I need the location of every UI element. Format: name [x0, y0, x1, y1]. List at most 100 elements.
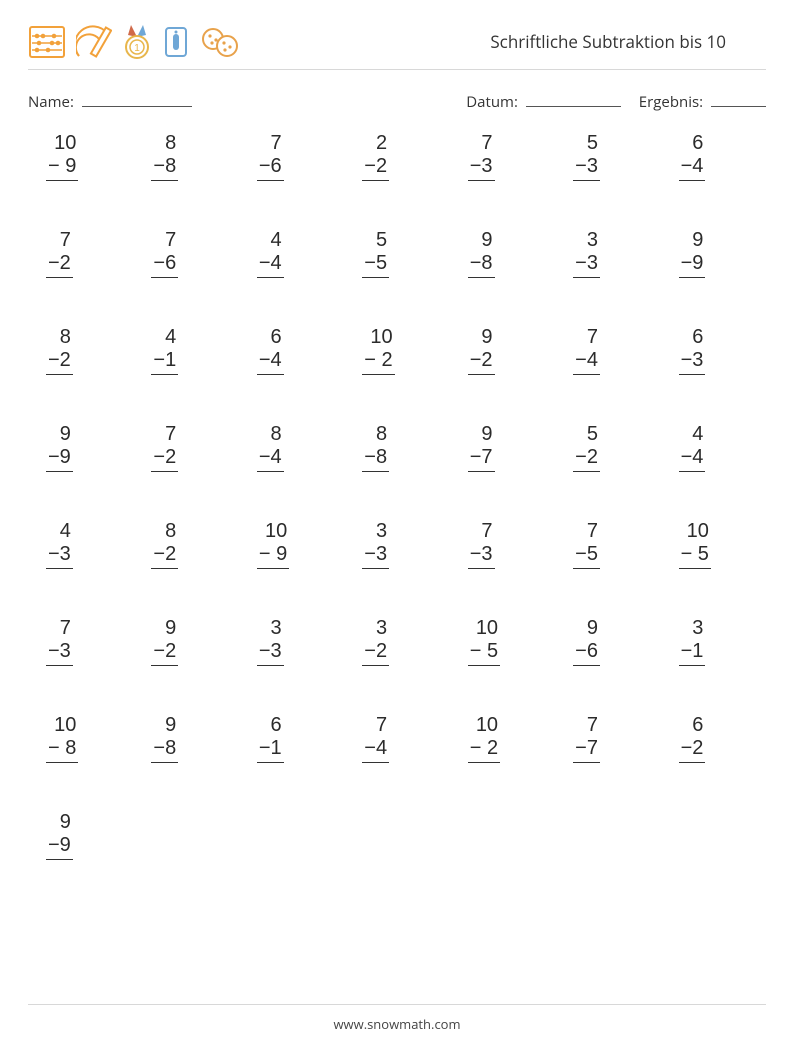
subtrahend: −4: [257, 446, 284, 472]
medal-icon: 1: [122, 23, 152, 61]
minuend: 7: [362, 714, 389, 737]
subtraction-problem: 7−3: [450, 132, 555, 181]
minuend: 2: [362, 132, 389, 155]
minuend: 9: [468, 229, 495, 252]
subtraction-problem: 5−5: [344, 229, 449, 278]
minuend: 8: [46, 326, 73, 349]
minuend: 9: [679, 229, 706, 252]
minuend: 7: [573, 714, 600, 737]
cookies-icon: [200, 24, 240, 60]
sharpener-icon: [162, 24, 190, 60]
subtrahend: −3: [468, 155, 495, 181]
subtraction-problem: 8−8: [133, 132, 238, 181]
subtraction-problem: 3−3: [555, 229, 660, 278]
subtraction-problem: 9−2: [133, 617, 238, 666]
subtraction-problem: 10− 2: [450, 714, 555, 763]
result-blank[interactable]: [711, 93, 766, 107]
subtraction-problem: 3−1: [661, 617, 766, 666]
subtraction-problem: 8−2: [28, 326, 133, 375]
name-blank[interactable]: [82, 93, 192, 107]
subtrahend: −9: [46, 446, 73, 472]
name-label: Name:: [28, 92, 74, 112]
minuend: 3: [573, 229, 600, 252]
minuend: 7: [468, 520, 495, 543]
subtrahend: −8: [362, 446, 389, 472]
subtraction-problem: 7−6: [239, 132, 344, 181]
subtraction-problem: 10− 8: [28, 714, 133, 763]
subtrahend: −3: [573, 252, 600, 278]
subtraction-problem: 6−2: [661, 714, 766, 763]
subtraction-problem: 10− 5: [661, 520, 766, 569]
date-blank[interactable]: [526, 93, 621, 107]
minuend: 4: [679, 423, 706, 446]
subtrahend: −2: [151, 640, 178, 666]
minuend: 10: [468, 714, 500, 737]
subtraction-problem: 7−4: [344, 714, 449, 763]
subtraction-problem: 9−8: [133, 714, 238, 763]
subtraction-problem: 4−4: [239, 229, 344, 278]
subtrahend: −4: [573, 349, 600, 375]
minuend: 7: [151, 229, 178, 252]
subtrahend: −2: [46, 349, 73, 375]
subtraction-problem: 9−6: [555, 617, 660, 666]
subtrahend: −5: [362, 252, 389, 278]
subtrahend: − 9: [46, 155, 78, 181]
subtrahend: −1: [679, 640, 706, 666]
subtrahend: −1: [151, 349, 178, 375]
subtraction-problem: 9−9: [661, 229, 766, 278]
subtrahend: −3: [573, 155, 600, 181]
minuend: 5: [362, 229, 389, 252]
subtraction-problem: 9−8: [450, 229, 555, 278]
subtrahend: −2: [362, 155, 389, 181]
subtrahend: −4: [362, 737, 389, 763]
subtraction-problem: 3−2: [344, 617, 449, 666]
minuend: 7: [46, 229, 73, 252]
subtrahend: −3: [46, 640, 73, 666]
minuend: 8: [151, 132, 178, 155]
subtraction-problem: 3−3: [239, 617, 344, 666]
minuend: 10: [46, 714, 78, 737]
subtrahend: −7: [468, 446, 495, 472]
subtraction-problem: 9−9: [28, 811, 133, 860]
result-label: Ergebnis:: [639, 92, 703, 112]
subtraction-problem: 6−4: [239, 326, 344, 375]
subtrahend: −2: [151, 446, 178, 472]
header-icons: 1: [28, 23, 240, 61]
subtrahend: − 8: [46, 737, 78, 763]
subtrahend: −3: [362, 543, 389, 569]
subtrahend: −3: [468, 543, 495, 569]
meta-row: Name: Datum: Ergebnis:: [28, 92, 766, 112]
subtrahend: −6: [257, 155, 284, 181]
minuend: 3: [362, 617, 389, 640]
minuend: 7: [257, 132, 284, 155]
subtraction-problem: 7−2: [133, 423, 238, 472]
subtraction-problem: 7−3: [28, 617, 133, 666]
minuend: 4: [257, 229, 284, 252]
subtraction-problem: 7−4: [555, 326, 660, 375]
minuend: 4: [151, 326, 178, 349]
subtraction-problem: 7−5: [555, 520, 660, 569]
subtraction-problem: 9−2: [450, 326, 555, 375]
subtraction-problem: 6−4: [661, 132, 766, 181]
subtrahend: − 5: [468, 640, 500, 666]
minuend: 9: [46, 423, 73, 446]
subtrahend: − 5: [679, 543, 711, 569]
subtraction-problem: 4−4: [661, 423, 766, 472]
minuend: 7: [573, 520, 600, 543]
subtrahend: −2: [362, 640, 389, 666]
subtrahend: −1: [257, 737, 284, 763]
subtrahend: −2: [679, 737, 706, 763]
subtraction-problem: 9−9: [28, 423, 133, 472]
subtraction-problem: 5−2: [555, 423, 660, 472]
subtrahend: −3: [46, 543, 73, 569]
minuend: 3: [257, 617, 284, 640]
subtraction-problem: 7−3: [450, 520, 555, 569]
subtraction-problem: 4−3: [28, 520, 133, 569]
subtraction-problem: 10− 5: [450, 617, 555, 666]
minuend: 6: [257, 714, 284, 737]
subtraction-problem: 6−3: [661, 326, 766, 375]
subtraction-problem: 7−2: [28, 229, 133, 278]
worksheet-title: Schriftliche Subtraktion bis 10: [490, 30, 766, 53]
subtrahend: −6: [573, 640, 600, 666]
subtrahend: −2: [151, 543, 178, 569]
